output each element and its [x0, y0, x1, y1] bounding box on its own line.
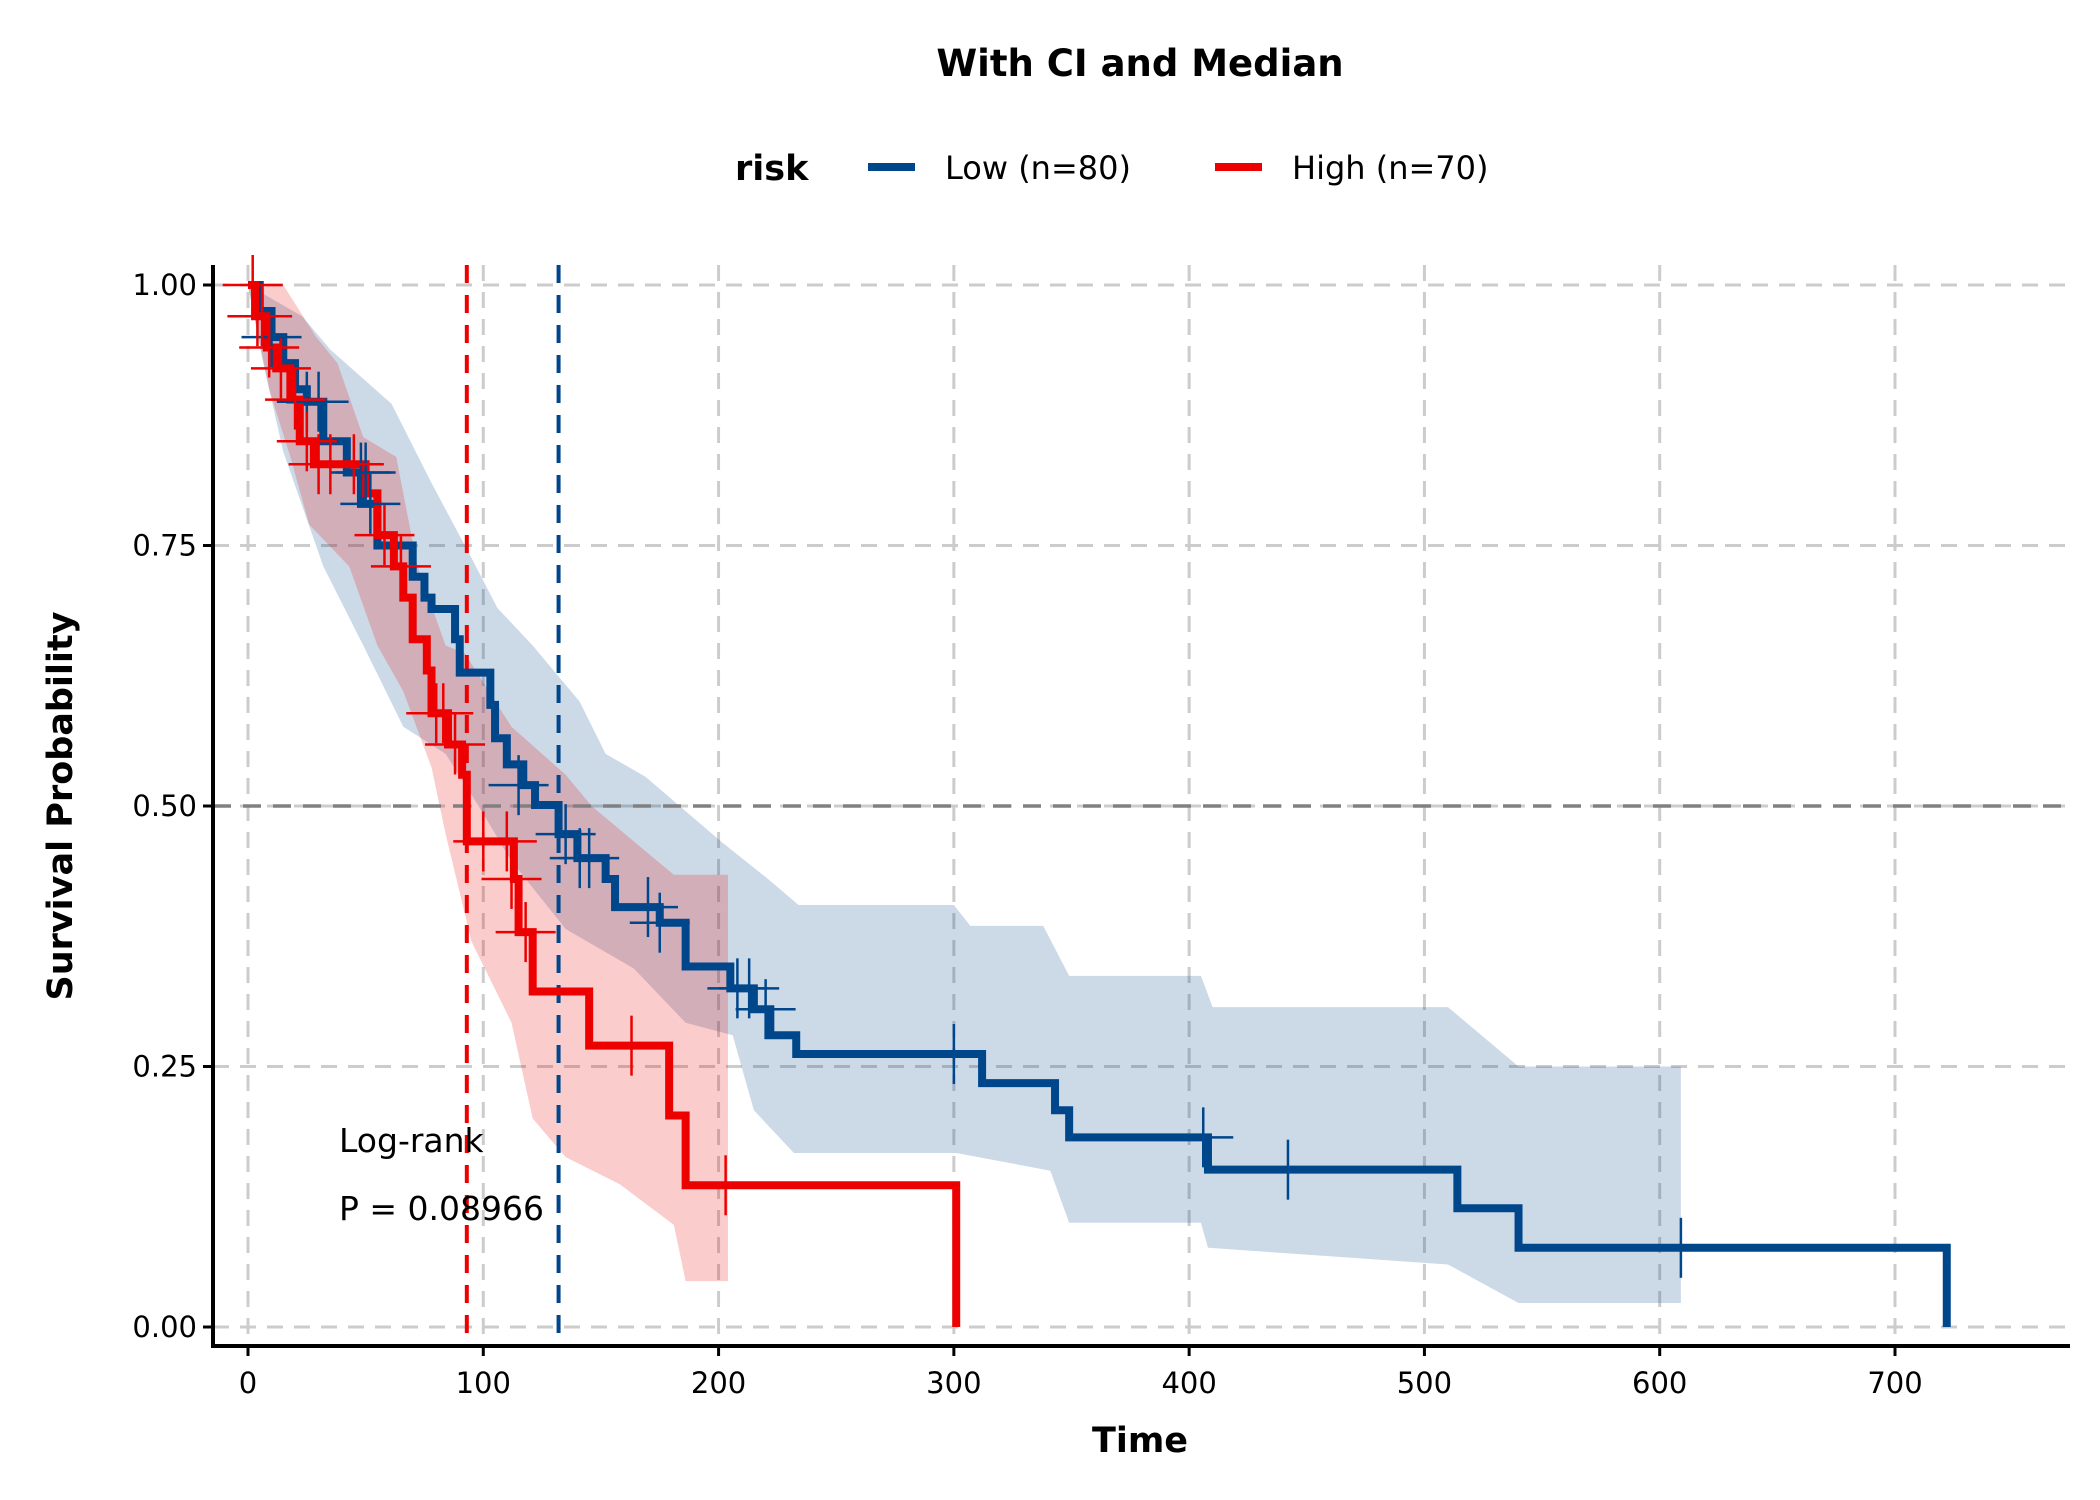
censor-mark — [617, 877, 678, 938]
censor-mark — [535, 804, 596, 865]
censor-mark — [476, 811, 537, 872]
chart-title: With CI and Median — [936, 42, 1343, 85]
censor-mark — [735, 979, 796, 1040]
censor-mark — [276, 411, 337, 472]
legend-label-low: Low (n=80) — [945, 149, 1131, 187]
censor-mark — [232, 286, 293, 347]
censor-marks — [222, 255, 1711, 1278]
censor-mark — [340, 473, 401, 534]
censor-mark — [488, 755, 549, 816]
x-tick-label-200: 200 — [691, 1366, 746, 1400]
x-tick-label-300: 300 — [926, 1366, 981, 1400]
censor-mark — [1257, 1139, 1318, 1200]
censor-mark — [481, 848, 542, 909]
censor-mark — [250, 338, 311, 399]
x-tick-label-100: 100 — [456, 1366, 511, 1400]
censor-mark — [288, 371, 349, 432]
censor-mark — [1650, 1217, 1711, 1278]
legend-label-high: High (n=70) — [1292, 149, 1489, 187]
legend-title: risk — [735, 149, 809, 189]
censor-mark — [323, 434, 384, 495]
x-tick-label-600: 600 — [1632, 1366, 1687, 1400]
y-tick-label-0.75: 0.75 — [132, 529, 197, 563]
y-tick-label-0.25: 0.25 — [132, 1050, 197, 1084]
censor-mark — [265, 369, 326, 430]
x-tick-label-0: 0 — [239, 1366, 257, 1400]
y-tick-label-0.00: 0.00 — [132, 1310, 197, 1344]
censor-mark — [559, 828, 620, 889]
censor-mark — [413, 683, 474, 744]
y-axis-label: Survival Probability — [41, 611, 81, 1000]
legend: risk Low (n=80) High (n=70) — [735, 149, 1489, 189]
censor-mark — [923, 1023, 984, 1084]
logrank-pvalue: P = 0.08966 — [339, 1189, 544, 1228]
censor-mark — [370, 536, 431, 597]
ci-band-0 — [248, 285, 1681, 1304]
x-tick-label-500: 500 — [1397, 1366, 1452, 1400]
survival-curve-1 — [248, 281, 961, 1327]
logrank-label: Log-rank — [339, 1121, 485, 1160]
censor-mark — [601, 1015, 662, 1076]
censor-mark — [335, 442, 396, 503]
censor-mark — [695, 1155, 756, 1216]
x-tick-label-700: 700 — [1867, 1366, 1922, 1400]
censor-mark — [425, 714, 486, 775]
censor-mark — [354, 505, 415, 566]
y-tick-label-1.00: 1.00 — [132, 268, 197, 302]
y-tick-label-0.50: 0.50 — [132, 789, 197, 823]
x-tick-label-400: 400 — [1161, 1366, 1216, 1400]
logrank-annotation: Log-rank P = 0.08966 — [339, 1121, 544, 1228]
x-axis-label: Time — [1092, 1421, 1188, 1461]
censor-mark — [629, 892, 690, 953]
axes: 0 100 200 300 400 500 600 700 0.00 0.25 0.50 0.75 1.… — [132, 265, 2070, 1400]
censor-mark — [1173, 1107, 1234, 1168]
censor-mark — [495, 902, 556, 963]
censor-mark — [222, 255, 283, 315]
